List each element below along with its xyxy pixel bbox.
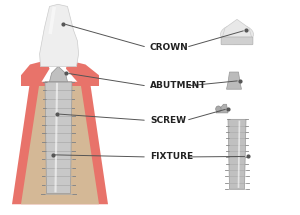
Polygon shape (40, 4, 79, 67)
Polygon shape (50, 67, 68, 82)
Ellipse shape (220, 25, 254, 44)
Polygon shape (216, 104, 228, 113)
FancyBboxPatch shape (221, 37, 253, 45)
Polygon shape (226, 72, 242, 89)
Text: FIXTURE: FIXTURE (150, 152, 193, 161)
Polygon shape (66, 60, 99, 86)
Polygon shape (21, 86, 99, 204)
Polygon shape (45, 82, 72, 194)
Polygon shape (228, 119, 246, 189)
Text: SCREW: SCREW (150, 116, 186, 125)
Text: ABUTMENT: ABUTMENT (150, 81, 206, 91)
Polygon shape (21, 60, 50, 86)
Polygon shape (12, 82, 108, 204)
Polygon shape (222, 19, 252, 39)
Text: CROWN: CROWN (150, 43, 189, 52)
Ellipse shape (216, 106, 221, 112)
